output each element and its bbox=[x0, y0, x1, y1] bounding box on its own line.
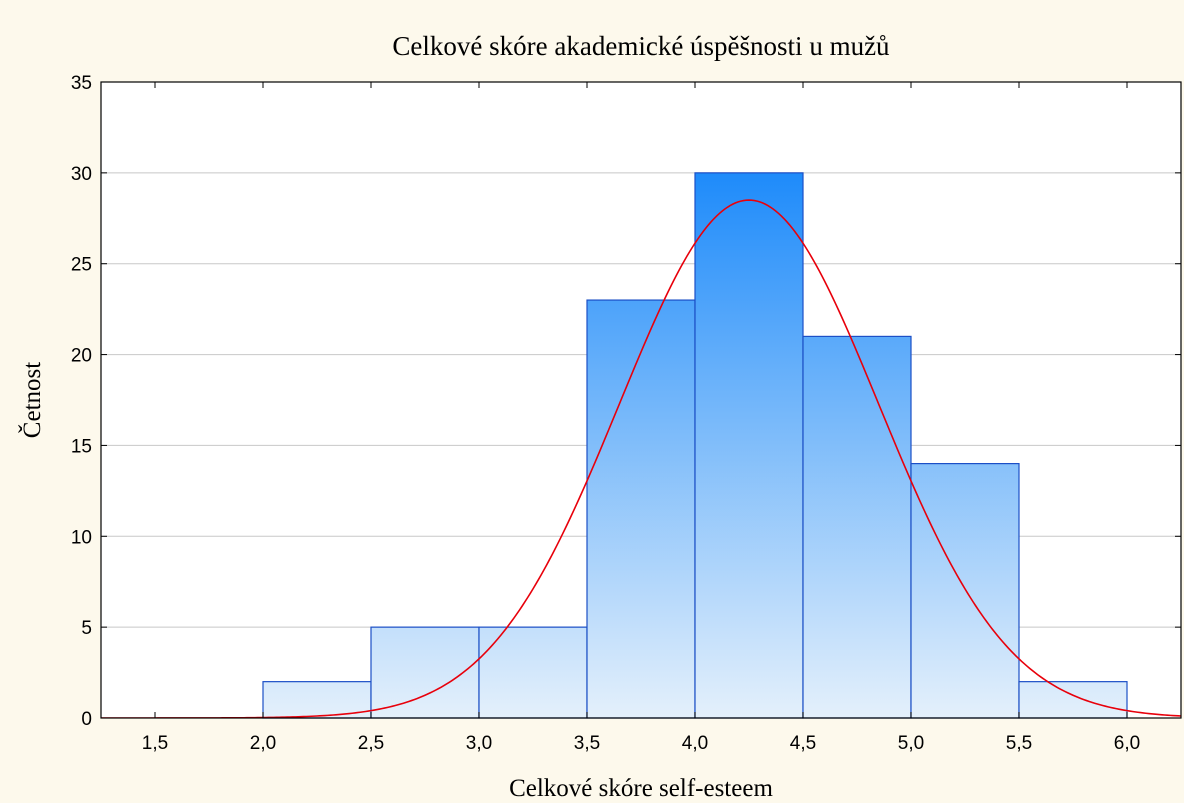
y-tick-label: 15 bbox=[71, 436, 92, 457]
x-tick-label: 6,0 bbox=[1114, 733, 1140, 754]
x-tick-label: 3,5 bbox=[574, 733, 600, 754]
histogram-bar bbox=[586, 299, 696, 719]
y-tick-label: 5 bbox=[81, 618, 92, 639]
y-tick-label: 20 bbox=[71, 346, 92, 367]
histogram-bar bbox=[802, 335, 912, 719]
x-tick-label: 4,0 bbox=[682, 733, 708, 754]
x-axis-label: Celkové skóre self-esteem bbox=[509, 775, 773, 802]
x-tick-label: 5,0 bbox=[898, 733, 924, 754]
y-tick-label: 10 bbox=[71, 527, 92, 548]
y-axis-label: Četnost bbox=[18, 362, 46, 438]
x-tick-label: 3,0 bbox=[466, 733, 492, 754]
x-tick-label: 2,0 bbox=[250, 733, 276, 754]
histogram-bar bbox=[694, 172, 804, 719]
y-tick-label: 35 bbox=[71, 73, 92, 94]
x-tick-label: 1,5 bbox=[142, 733, 168, 754]
histogram-bar bbox=[910, 463, 1020, 719]
y-tick-label: 30 bbox=[71, 164, 92, 185]
axis-ticks: 1,5 2,0 2,5 3,0 3,5 4,0 4,5 5,0 5,5 6,0 0 5 10 15 20 25… bbox=[71, 73, 1181, 754]
bars bbox=[262, 172, 1128, 719]
normal-curve bbox=[101, 199, 1181, 718]
normal-curve-layer bbox=[101, 199, 1181, 718]
chart-title: Celkové skóre akademické úspěšnosti u mu… bbox=[392, 31, 890, 61]
y-tick-label: 0 bbox=[81, 709, 92, 730]
x-tick-label: 4,5 bbox=[790, 733, 816, 754]
x-tick-label: 5,5 bbox=[1006, 733, 1032, 754]
y-tick-label: 25 bbox=[71, 255, 92, 276]
x-tick-label: 2,5 bbox=[358, 733, 384, 754]
plot-frame bbox=[100, 81, 1182, 719]
histogram-bar bbox=[1018, 681, 1128, 719]
